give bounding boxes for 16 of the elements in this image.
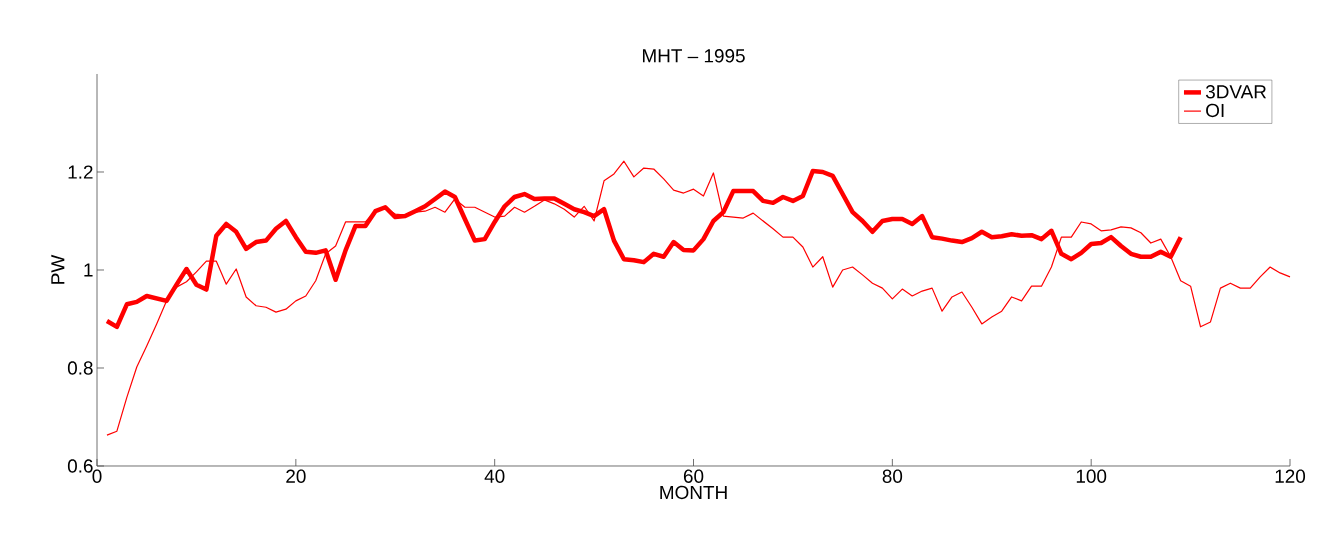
x-tick-label: 80 — [882, 469, 903, 483]
y-tick-label: 1.2 — [68, 165, 93, 179]
y-tick-label: 1 — [84, 263, 93, 277]
x-tick-label: 60 — [683, 469, 704, 483]
x-axis-title: MONTH — [660, 485, 727, 500]
y-axis-title: PW — [51, 254, 65, 284]
x-tick-label: 20 — [286, 469, 306, 483]
legend-label: OI — [1206, 103, 1224, 118]
y-tick-label: 0.8 — [67, 361, 93, 375]
chart-title: MHT – 1995 — [642, 49, 745, 63]
x-tick-label: 40 — [484, 469, 505, 483]
x-tick-label: 100 — [1076, 469, 1107, 483]
y-tick-label: 0.6 — [67, 459, 93, 473]
x-tick-label: 120 — [1275, 469, 1306, 483]
x-tick-label: 0 — [92, 469, 102, 483]
legend-label: 3DVAR — [1205, 85, 1267, 99]
